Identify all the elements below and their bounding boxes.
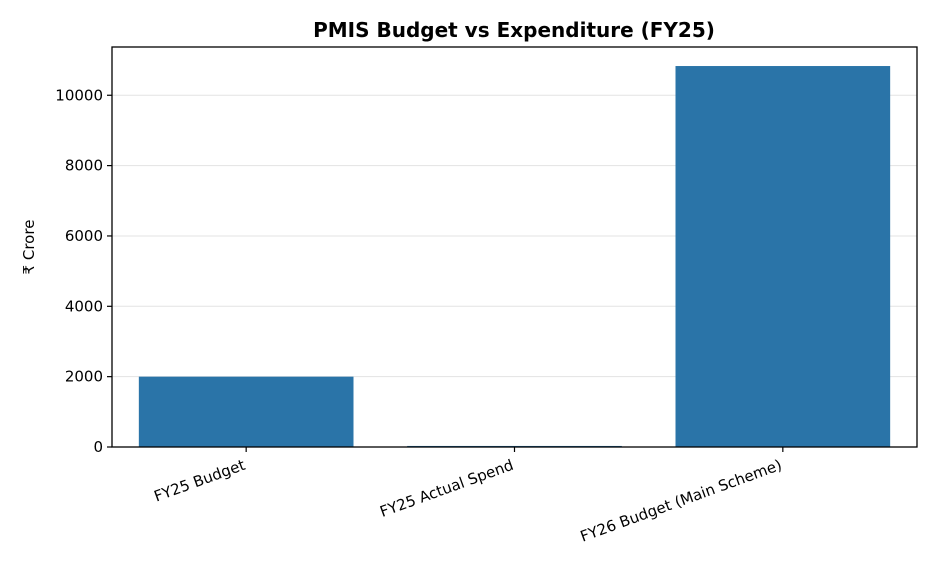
x-tick-label: FY25 Actual Spend bbox=[377, 456, 515, 521]
chart-title: PMIS Budget vs Expenditure (FY25) bbox=[313, 18, 715, 42]
bars bbox=[138, 66, 891, 447]
y-tick-label: 4000 bbox=[65, 297, 103, 315]
y-axis: 0 2000 4000 6000 8000 10000 bbox=[55, 86, 112, 456]
x-axis: FY25 Budget FY25 Actual Spend FY26 Budget … bbox=[152, 447, 784, 546]
y-axis-label: ₹ Crore bbox=[20, 220, 38, 275]
y-tick-label: 2000 bbox=[65, 368, 103, 386]
bar bbox=[138, 376, 354, 447]
y-tick-label: 8000 bbox=[65, 157, 103, 175]
x-tick-label: FY26 Budget (Main Scheme) bbox=[578, 456, 784, 546]
x-tick-label: FY25 Budget bbox=[152, 456, 248, 506]
bar bbox=[675, 66, 891, 447]
y-tick-label: 0 bbox=[93, 438, 103, 456]
y-tick-label: 6000 bbox=[65, 227, 103, 245]
y-tick-label: 10000 bbox=[55, 86, 103, 104]
